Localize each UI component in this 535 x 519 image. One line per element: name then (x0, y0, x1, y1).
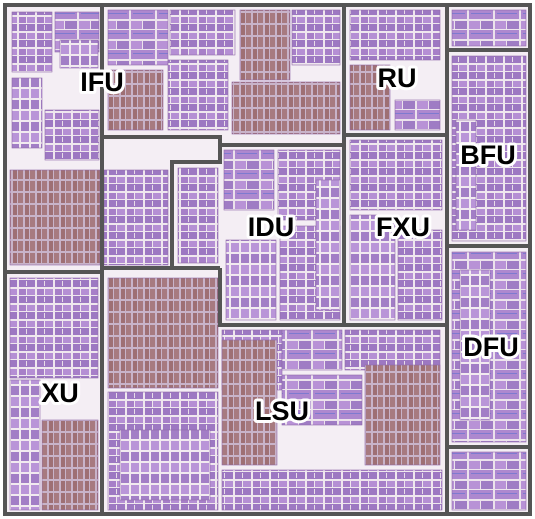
circuit-block (107, 69, 164, 131)
circuit-block (169, 9, 236, 56)
circuit-block (451, 9, 527, 47)
circuit-block (44, 109, 100, 161)
die-outline (3, 3, 532, 516)
circuit-block (221, 469, 443, 511)
circuit-block (291, 9, 341, 66)
die-blocks (5, 5, 530, 514)
circuit-block (281, 374, 363, 426)
boundary-idu-lsu (218, 268, 447, 327)
circuit-block (349, 139, 443, 211)
circuit-block (451, 451, 527, 511)
unit-labels: IFU RU BFU IDU FXU DFU XU LSU (38, 60, 522, 429)
circuit-block (349, 9, 441, 61)
unit-boundaries (3, 3, 532, 516)
circuit-block (239, 9, 291, 81)
unit-label-ru: RU (378, 63, 417, 93)
circuit-block (41, 419, 99, 511)
circuit-block (107, 9, 169, 66)
circuit-block (349, 214, 396, 321)
circuit-block (231, 81, 341, 135)
circuit-block (9, 379, 41, 511)
circuit-block (177, 167, 219, 264)
unit-label-lsu: LSU (255, 396, 309, 426)
circuit-block (223, 149, 275, 211)
circuit-block (397, 229, 443, 321)
circuit-block (221, 339, 278, 466)
circuit-block (103, 169, 169, 266)
circuit-block (11, 77, 43, 149)
circuit-block (281, 329, 343, 371)
circuit-block (459, 269, 491, 421)
unit-label-xu: XU (41, 378, 79, 408)
circuit-block (349, 64, 391, 131)
circuit-block (167, 59, 229, 131)
circuit-block (315, 179, 341, 311)
unit-label-dfu: DFU (463, 332, 519, 362)
circuit-block (9, 169, 101, 266)
circuit-block (107, 277, 219, 389)
circuit-block (119, 429, 211, 501)
circuit-block (11, 11, 53, 73)
unit-label-idu: IDU (248, 212, 295, 242)
circuit-block (455, 119, 477, 231)
circuit-block (225, 239, 277, 321)
unit-label-fxu: FXU (376, 212, 430, 242)
circuit-block (59, 39, 99, 69)
circuit-block (364, 364, 441, 466)
unit-label-ifu: IFU (80, 67, 124, 97)
unit-label-bfu: BFU (460, 140, 516, 170)
boundary-ifu-idu (102, 135, 222, 268)
circuit-block (394, 99, 441, 131)
circuit-block (344, 329, 441, 371)
circuit-block (9, 277, 99, 379)
